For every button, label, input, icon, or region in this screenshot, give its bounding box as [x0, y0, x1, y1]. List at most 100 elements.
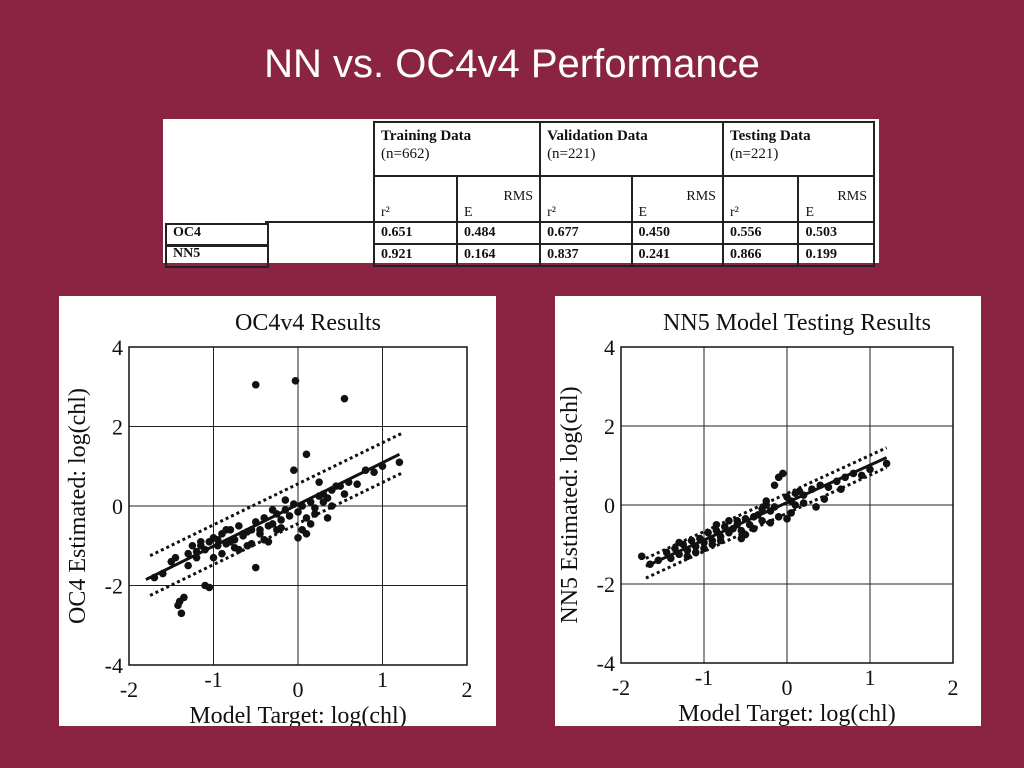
data-point [311, 510, 319, 518]
data-point [816, 481, 824, 490]
data-point [298, 502, 307, 510]
group-validation-name: Validation Data [547, 128, 648, 144]
data-point [247, 526, 256, 534]
lower-band-line [149, 470, 405, 597]
data-point [683, 552, 692, 561]
y-tick-label: 4 [112, 335, 123, 360]
table-cell: 0.484 [456, 221, 542, 245]
data-point [812, 503, 820, 511]
performance-table-image: Training Data (n=662) Validation Data (n… [163, 119, 879, 268]
data-point [687, 536, 696, 545]
data-point [646, 560, 654, 569]
rms-label: RMS [686, 189, 716, 204]
data-point [720, 522, 729, 531]
table-cell: 0.164 [456, 243, 542, 267]
data-point [662, 548, 671, 557]
data-point [323, 514, 332, 522]
data-point [315, 478, 323, 486]
data-point [361, 466, 370, 475]
table-group-row: Training Data (n=662) Validation Data (n… [265, 121, 876, 223]
y-tick-label: 2 [112, 415, 123, 440]
data-point [294, 534, 302, 542]
data-point [787, 509, 795, 517]
group-testing-name: Testing Data [729, 128, 811, 144]
data-point [222, 526, 230, 534]
data-point [291, 376, 300, 385]
data-point [247, 539, 256, 548]
table-subheader-row: r² RMS E r² RMS E r² RMS E [265, 175, 875, 223]
data-point [328, 502, 336, 510]
data-point [226, 537, 235, 546]
data-point [841, 473, 849, 482]
data-point [758, 517, 766, 525]
data-point [235, 522, 243, 530]
data-point [197, 541, 205, 550]
r2-label: r² [547, 205, 556, 220]
subheader-r2: r² [539, 175, 633, 223]
data-point [395, 458, 404, 467]
data-point [205, 537, 214, 546]
table-row: OC4 0.651 0.484 0.677 0.450 0.556 0.503 [165, 221, 875, 247]
data-point [340, 490, 349, 498]
data-point [264, 537, 273, 546]
data-point [184, 561, 192, 570]
y-tick-label: 0 [112, 494, 123, 519]
data-point [302, 530, 311, 538]
slide-title: NN vs. OC4v4 Performance [264, 42, 760, 86]
upper-band-line [149, 431, 405, 558]
data-point [289, 500, 298, 508]
data-point [704, 528, 712, 537]
table-cell: 0.241 [630, 243, 724, 267]
x-tick-label: 1 [865, 665, 876, 690]
row-label: NN5 [165, 244, 269, 268]
data-point [273, 526, 281, 534]
table-cell: 0.503 [797, 221, 875, 245]
nn5-scatter-chart: NN5 Model Testing Results-2 -1 0 1 2420-2-4M… [557, 310, 959, 727]
data-point [667, 554, 675, 563]
data-point [370, 468, 378, 477]
rms-label: RMS [503, 189, 534, 204]
data-point [783, 515, 791, 523]
data-point [344, 478, 353, 486]
rms-label: RMS [837, 189, 867, 204]
data-point [737, 534, 746, 543]
row-label: OC4 [165, 223, 269, 247]
plot-frame [128, 346, 468, 666]
y-axis-label: OC4 Estimated: log(chl) [65, 388, 91, 624]
data-point [770, 503, 779, 511]
data-point [849, 469, 858, 478]
group-training-n: (n=662) [381, 146, 430, 162]
data-point [799, 491, 808, 499]
fit-line [145, 452, 401, 581]
data-point [192, 547, 201, 556]
data-point [281, 506, 290, 514]
x-tick-label: 2 [948, 675, 959, 700]
x-tick-label: 1 [377, 667, 388, 692]
lower-band-line [645, 466, 888, 580]
data-point [733, 517, 741, 525]
data-point [725, 517, 733, 525]
data-point [857, 471, 866, 480]
chart-title: NN5 Model Testing Results [663, 310, 931, 336]
x-tick-label: -2 [612, 675, 630, 700]
data-point [716, 536, 725, 545]
r2-label: r² [729, 205, 739, 220]
x-tick-label: -1 [204, 667, 222, 692]
data-point [754, 511, 762, 519]
data-point [184, 549, 192, 558]
subheader-r2: r² [721, 175, 800, 223]
table-row: NN5 0.921 0.164 0.837 0.241 0.866 0.199 [165, 243, 875, 268]
data-point [332, 482, 340, 490]
data-point [741, 515, 750, 523]
data-point [268, 506, 277, 514]
data-point [251, 518, 260, 526]
oc4v4-chart-panel: OC4v4 Results -2 -1 0 1 2 4 2 0 -2 -4 Model Target:… [59, 296, 496, 729]
data-point [209, 553, 218, 562]
group-testing: Testing Data (n=221) [721, 121, 876, 177]
data-point [175, 597, 184, 606]
table-cell: 0.450 [630, 221, 724, 245]
data-point [837, 485, 845, 493]
data-point [239, 530, 247, 538]
data-point [218, 549, 226, 558]
x-tick-label: 0 [782, 675, 793, 700]
